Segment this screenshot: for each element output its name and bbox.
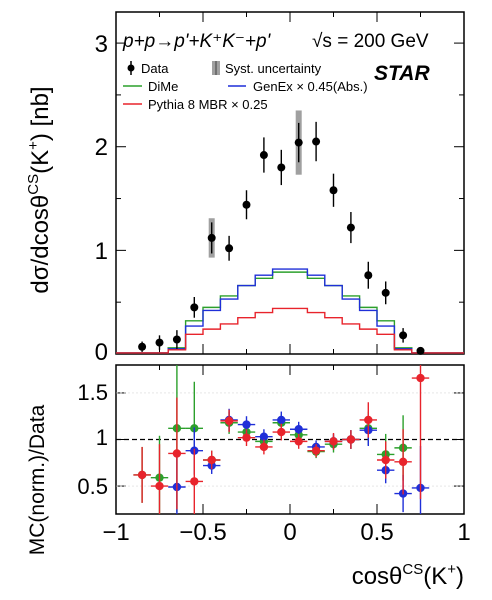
data-point	[416, 346, 425, 355]
data-point	[190, 303, 199, 312]
ratio-point-pythia	[259, 442, 269, 452]
top-y-axis-label: dσ/dcosθCS(K+) [nb]	[25, 86, 54, 293]
data-point	[242, 200, 251, 209]
data-point	[225, 244, 234, 253]
data-point	[364, 271, 373, 280]
ratio-point-pythia	[224, 416, 234, 426]
ratio-point-pythia	[311, 446, 321, 455]
top-ytick-1: 1	[95, 238, 108, 265]
data-point	[172, 335, 181, 344]
xtick-0-5: 0.5	[360, 519, 393, 546]
data-point	[294, 138, 303, 147]
ratio-point-pythia	[416, 373, 425, 383]
bottom-panel-ticks	[115, 365, 465, 514]
legend-label-syst: Syst. uncertainty	[225, 61, 322, 76]
ratio-point-genex	[294, 425, 303, 434]
ratio-point-genex	[259, 432, 269, 441]
energy-label: √s = 200 GeV	[312, 31, 429, 52]
bottom-panel-series	[133, 365, 430, 514]
ratio-point-pythia	[277, 427, 286, 437]
legend-label-pythia: Pythia 8 MBR × 0.25	[148, 97, 268, 112]
histogram-pythia	[116, 307, 464, 354]
ratio-point-pythia	[346, 435, 356, 444]
data-point	[155, 338, 164, 347]
ratio-point-pythia	[137, 470, 147, 480]
bottom-ytick-1: 1	[96, 425, 108, 450]
data-point	[259, 151, 268, 160]
bottom-ytick-2: 1.5	[77, 380, 108, 405]
ratio-point-pythia	[172, 449, 182, 458]
xtick-0: 0	[283, 519, 296, 546]
xtick-minus-0-5: −0.5	[179, 519, 226, 546]
data-point	[346, 223, 355, 232]
data-point	[138, 342, 147, 351]
top-ytick-3: 3	[95, 31, 108, 58]
x-axis-label: cosθCS(K+)	[352, 561, 464, 590]
ratio-point-pythia	[190, 477, 199, 486]
ratio-point-pythia	[207, 455, 216, 465]
ratio-point-pythia	[364, 415, 373, 425]
legend: Data Syst. uncertainty DiMe GenEx × 0.45…	[123, 61, 368, 112]
xtick-1: 1	[457, 519, 470, 546]
top-ytick-0: 0	[95, 339, 108, 366]
ratio-point-pythia	[294, 437, 303, 446]
data-point	[312, 137, 321, 146]
data-point	[381, 288, 390, 297]
bottom-y-axis-label: MC(norm.)/Data	[26, 404, 49, 555]
legend-syst-marker	[212, 61, 220, 75]
experiment-label: STAR	[374, 62, 430, 85]
ratio-point-pythia	[381, 455, 390, 465]
ratio-point-pythia	[155, 481, 164, 491]
legend-label-genex: GenEx × 0.45(Abs.)	[253, 79, 368, 94]
top-ytick-2: 2	[95, 134, 108, 161]
data-point	[207, 233, 216, 242]
bottom-ytick-0: 0.5	[77, 474, 108, 499]
ratio-point-genex	[242, 420, 251, 429]
legend-data-marker	[127, 61, 135, 75]
ratio-point-genex	[277, 415, 286, 425]
process-title: p+p→p'+K⁺K⁻+p'	[122, 31, 272, 52]
ratio-point-pythia	[398, 457, 408, 467]
ratio-point-pythia	[242, 433, 251, 442]
histogram-dime	[116, 271, 464, 354]
ratio-point-pythia	[329, 437, 338, 446]
data-point	[329, 186, 338, 195]
legend-label-dime: DiMe	[148, 79, 178, 94]
top-panel-series	[116, 110, 464, 355]
data-point	[277, 163, 286, 172]
legend-label-data: Data	[141, 61, 169, 76]
data-point	[399, 331, 408, 340]
histogram-genex	[116, 268, 464, 354]
xtick-minus-1: −1	[102, 519, 129, 546]
